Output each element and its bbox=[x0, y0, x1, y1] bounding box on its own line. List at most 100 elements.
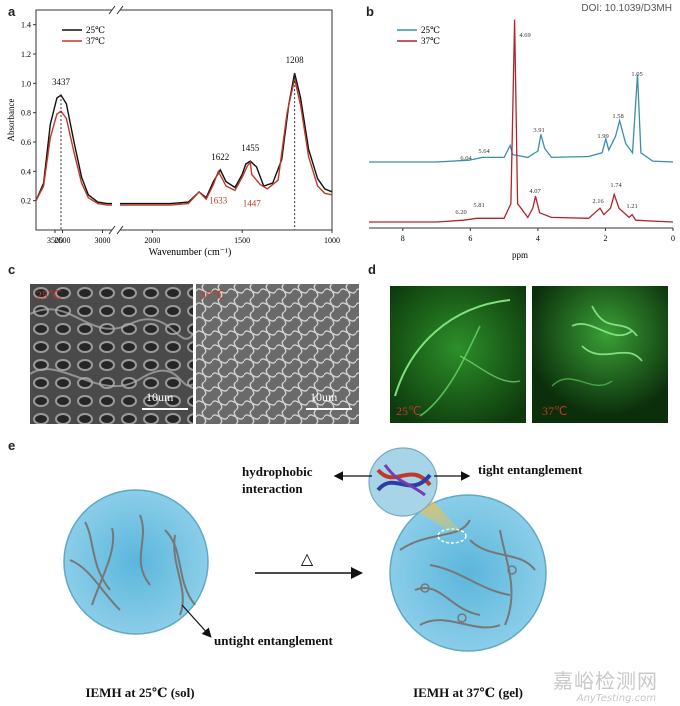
watermark-en: AnyTesting.com bbox=[576, 693, 656, 704]
nmr-x-tick-label: 8 bbox=[401, 234, 405, 243]
ftir-x-tick-label: 2000 bbox=[144, 236, 160, 245]
nmr-peak-label: 4.69 bbox=[519, 32, 530, 39]
nmr-x-tick-label: 4 bbox=[536, 234, 540, 243]
nmr-peak-label: 1.74 bbox=[610, 182, 622, 189]
nmr-x-tick-label: 6 bbox=[468, 234, 472, 243]
nmr-peak-label: 1.58 bbox=[612, 113, 623, 120]
fluorescence-label-37c: 37℃ bbox=[542, 404, 568, 418]
nmr-peak-label: 1.99 bbox=[597, 133, 608, 140]
ftir-series bbox=[35, 72, 333, 206]
ftir-x-tick-label: 3500 bbox=[47, 236, 63, 245]
ftir-peak-label: 1208 bbox=[286, 55, 305, 65]
ftir-y-tick-label: 0.4 bbox=[21, 167, 31, 176]
ftir-frame bbox=[35, 9, 333, 231]
delta-symbol: △ bbox=[301, 551, 314, 568]
fluorescence-label-25c: 25℃ bbox=[396, 404, 422, 418]
nmr-peak-label: 5.81 bbox=[473, 202, 484, 209]
ftir-peak-label: 1633 bbox=[209, 195, 228, 205]
ftir-chart: 3500 3000 2500 2000 1500 1000 0.2 0.4 0.6 0.8 1.0 1… bbox=[6, 5, 340, 258]
zoom-circle bbox=[368, 447, 438, 517]
panel-letter-d: d bbox=[368, 262, 376, 277]
ftir-y-tick-label: 1.2 bbox=[21, 50, 31, 59]
ftir-peak-label: 1455 bbox=[241, 143, 260, 153]
fluorescence-image-25c: 25℃ bbox=[390, 286, 526, 423]
ftir-annotations: 3437 1622 1455 1208 1633 1447 bbox=[52, 55, 304, 230]
sem-scale-text-25c: 10um bbox=[146, 390, 174, 404]
untight-arrow bbox=[181, 604, 212, 638]
nmr-peak-label: 6.20 bbox=[455, 209, 466, 216]
nmr-annotations: 4.69 3.91 1.99 1.58 1.05 6.04 5.64 4.07 2.16 1.74… bbox=[455, 32, 642, 216]
doi-text: DOI: 10.1039/D3MH bbox=[581, 3, 672, 14]
sem-scale-bar-37c bbox=[306, 408, 352, 410]
gel-network-circle bbox=[389, 494, 547, 652]
sol-caption: IEMH at 25℃ (sol) bbox=[85, 685, 194, 700]
ftir-y-tick-label: 1.4 bbox=[21, 21, 31, 30]
nmr-series-line bbox=[369, 19, 674, 223]
ftir-break-mark bbox=[116, 225, 124, 235]
panel-letter-b: b bbox=[366, 4, 374, 19]
nmr-x-tick-label: 2 bbox=[603, 234, 607, 243]
hydrophobic-label-line1: hydrophobic bbox=[242, 464, 313, 479]
ftir-break-mark bbox=[116, 5, 124, 15]
sem-scale-bar-25c bbox=[142, 408, 188, 410]
nmr-series bbox=[369, 19, 674, 223]
panel-letter-e: e bbox=[8, 438, 16, 453]
ftir-y-tick-label: 1.0 bbox=[21, 79, 31, 88]
tight-entanglement-label: tight entanglement bbox=[478, 462, 583, 477]
nmr-peak-label: 1.05 bbox=[631, 71, 642, 78]
ftir-x-tick-label: 1000 bbox=[324, 236, 340, 245]
nmr-peak-label: 2.16 bbox=[592, 198, 604, 205]
sol-network-circle bbox=[63, 489, 209, 635]
ftir-y-tick-label: 0.6 bbox=[21, 138, 31, 147]
nmr-xlabel: ppm bbox=[512, 250, 528, 260]
ftir-peak-label: 1622 bbox=[211, 152, 229, 162]
ftir-xlabel: Wavenumber (cm⁻¹) bbox=[149, 247, 232, 258]
nmr-axes: 8 6 4 2 0 bbox=[369, 227, 675, 243]
ftir-peak-label: 1447 bbox=[243, 198, 262, 208]
ftir-x-tick-label: 2500 bbox=[55, 236, 71, 245]
hydrophobic-label-line2: interaction bbox=[242, 481, 303, 496]
nmr-chart: 8 6 4 2 0 4.69 3.91 1.99 1.58 1.05 6.04 5.64 4.07 2.… bbox=[369, 19, 675, 260]
untight-entanglement-label: untight entanglement bbox=[214, 633, 333, 648]
sem-image-25c: 25℃ 10um bbox=[30, 284, 193, 424]
nmr-peak-label: 3.91 bbox=[533, 127, 544, 134]
nmr-legend-label: 37℃ bbox=[421, 36, 440, 46]
ftir-axes: 3500 3000 2500 2000 1500 1000 0.2 0.4 0.6 0.8 1.0 1… bbox=[21, 5, 340, 245]
gelation-schematic: △ hydrophobic interaction tight entangle… bbox=[63, 447, 583, 700]
ftir-peak-label: 3437 bbox=[52, 77, 71, 87]
ftir-break-gap bbox=[112, 8, 120, 232]
gel-caption: IEMH at 37℃ (gel) bbox=[413, 685, 523, 700]
ftir-break-mark bbox=[108, 225, 116, 235]
ftir-legend-label: 25℃ bbox=[86, 25, 105, 35]
sem-texture-25c-icon bbox=[30, 284, 193, 424]
ftir-legend-label: 37℃ bbox=[86, 36, 105, 46]
ftir-ylabel: Absorbance bbox=[6, 99, 16, 142]
nmr-peak-label: 5.64 bbox=[478, 148, 490, 155]
sem-scale-text-37c: 10um bbox=[310, 390, 338, 404]
sem-label-25c: 25℃ bbox=[36, 288, 62, 302]
fluorescence-fibers-37c-icon bbox=[532, 286, 668, 423]
ftir-series-line bbox=[35, 78, 333, 206]
nmr-series-line bbox=[369, 74, 674, 163]
nmr-peak-label: 1.21 bbox=[626, 203, 637, 210]
ftir-y-tick-label: 0.8 bbox=[21, 109, 31, 118]
ftir-y-tick-label: 0.2 bbox=[21, 197, 31, 206]
nmr-peak-label: 4.07 bbox=[529, 188, 541, 195]
watermark-cn: 嘉峪检测网 bbox=[553, 669, 658, 693]
sem-texture-37c-icon bbox=[196, 284, 359, 424]
nmr-legend-label: 25℃ bbox=[421, 25, 440, 35]
nmr-legend: 25℃37℃ bbox=[397, 25, 440, 46]
ftir-x-tick-label: 3000 bbox=[95, 236, 111, 245]
fluorescence-fibers-25c-icon bbox=[390, 286, 526, 423]
panel-letter-a: a bbox=[8, 4, 16, 19]
nmr-peak-label: 6.04 bbox=[460, 155, 472, 162]
ftir-x-tick-label: 1500 bbox=[234, 236, 250, 245]
fluorescence-image-37c: 37℃ bbox=[532, 286, 668, 423]
sem-image-37c: 37℃ 10um bbox=[196, 284, 359, 424]
ftir-break-mark bbox=[108, 5, 116, 15]
sem-label-37c: 37℃ bbox=[200, 288, 226, 302]
ftir-legend: 25℃37℃ bbox=[62, 25, 105, 46]
panel-letter-c: c bbox=[8, 262, 16, 277]
nmr-x-tick-label: 0 bbox=[671, 234, 675, 243]
ftir-series-line bbox=[35, 72, 333, 205]
